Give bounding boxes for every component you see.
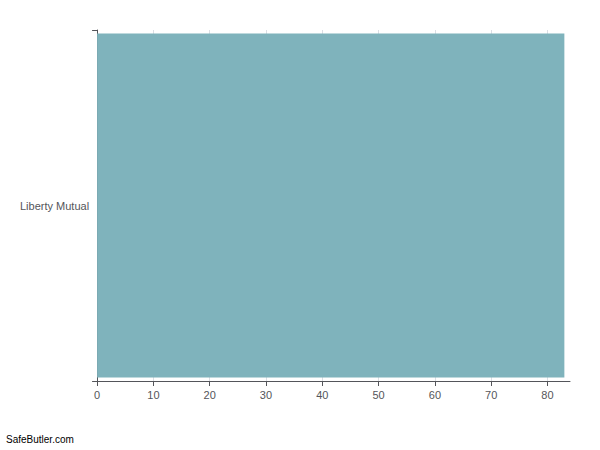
svg-text:Liberty Mutual: Liberty Mutual <box>20 200 89 212</box>
svg-text:0: 0 <box>94 389 100 401</box>
svg-text:60: 60 <box>429 389 441 401</box>
svg-text:70: 70 <box>485 389 497 401</box>
svg-text:50: 50 <box>372 389 384 401</box>
svg-text:SafeButler.com: SafeButler.com <box>6 434 74 445</box>
svg-text:20: 20 <box>204 389 216 401</box>
svg-text:10: 10 <box>147 389 159 401</box>
svg-text:40: 40 <box>316 389 328 401</box>
svg-text:30: 30 <box>260 389 272 401</box>
svg-text:80: 80 <box>541 389 553 401</box>
